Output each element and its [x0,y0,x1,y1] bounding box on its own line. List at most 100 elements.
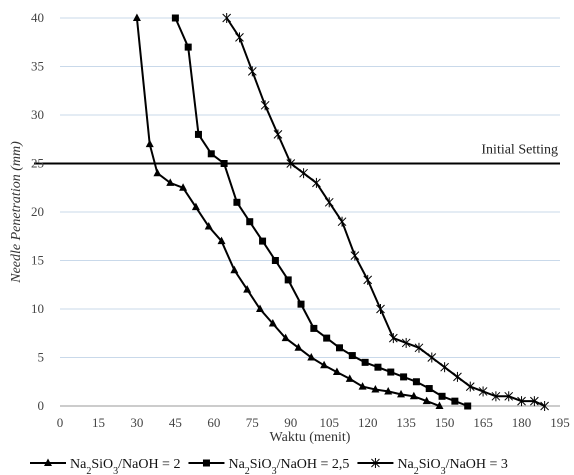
legend-marker-square [202,459,210,467]
series-3 [222,13,549,411]
y-tick-label: 20 [31,204,44,219]
series-1 [132,13,444,409]
data-point-star [453,371,462,382]
data-point-star [260,100,270,111]
x-tick-label: 195 [550,415,570,430]
data-point-triangle [345,374,354,382]
data-point-square [400,373,408,381]
data-point-triangle [166,178,175,186]
x-tick-label: 75 [246,415,259,430]
data-point-triangle [179,183,188,191]
data-point-star [517,396,526,407]
x-tick-label: 165 [473,415,493,430]
x-tick-label: 45 [169,415,182,430]
data-point-star [286,158,296,169]
initial-setting-line: Initial Setting [34,143,560,165]
legend-item-3: Na2SiO3/NaOH = 3 [357,457,508,475]
data-point-triangle [409,391,418,400]
x-tick-label: 120 [358,415,378,430]
data-point-star [530,396,539,407]
data-point-star [350,250,360,261]
data-point-square [361,358,369,366]
data-point-square [387,368,395,376]
data-point-square [438,392,446,400]
data-point-square [374,363,382,371]
data-point-triangle [145,139,154,148]
y-tick-label: 15 [31,253,44,268]
data-point-star [540,401,549,411]
x-tick-label: 90 [284,415,297,430]
x-tick-label: 105 [319,415,339,430]
data-point-star [440,362,449,373]
data-point-star [427,352,437,363]
data-point-triangle [268,319,277,327]
data-point-triangle [320,360,329,369]
data-point-square [464,402,472,410]
data-point-star [247,66,257,77]
x-tick-label: 15 [92,415,105,430]
data-point-triangle [358,382,367,390]
y-tick-label: 5 [38,350,45,365]
data-point-triangle [371,385,380,393]
y-tick-labels: 0 5 10 15 20 25 30 35 40 [31,10,44,413]
legend-label: Na2SiO3/NaOH = 2,5 [228,457,349,475]
x-tick-label: 135 [396,415,416,430]
series-group [132,13,549,411]
data-point-triangle [153,168,162,177]
data-point-star [491,391,501,402]
data-point-star [235,32,244,43]
data-point-square [246,218,254,226]
x-tick-label: 180 [512,415,532,430]
data-point-square [310,324,318,332]
data-point-triangle [230,265,239,274]
data-point-star [478,386,488,397]
y-tick-label: 25 [31,156,44,171]
x-tick-label: 150 [435,415,455,430]
x-tick-label: 60 [207,415,220,430]
y-tick-label: 35 [31,59,44,74]
data-point-star [414,342,424,353]
data-point-star [273,129,283,140]
data-point-square [323,334,331,342]
data-point-star [363,274,373,285]
data-point-square [335,344,343,352]
legend-label: Na2SiO3/NaOH = 3 [397,457,507,475]
y-tick-label: 30 [31,107,44,122]
x-tick-label: 30 [130,415,143,430]
data-point-triangle [256,304,264,312]
data-point-square [184,43,192,51]
data-point-star [312,177,321,188]
data-point-star [401,337,411,348]
data-point-triangle [307,353,316,361]
data-point-square [297,300,305,308]
legend-item-1: Na2SiO3/NaOH = 2 [30,457,180,475]
data-point-square [284,276,292,284]
data-point-star [376,304,385,314]
data-point-square [271,257,279,264]
data-point-star [388,333,398,344]
data-point-square [194,130,202,138]
legend: Na2SiO3/NaOH = 2 Na2SiO3/NaOH = 2,5 Na2SiO… [30,457,508,475]
data-point-triangle [332,367,341,376]
x-tick-label: 0 [57,415,64,430]
data-point-square [207,150,215,158]
legend-label: Na2SiO3/NaOH = 2 [70,457,180,475]
data-point-star [504,391,514,402]
data-point-triangle [217,236,226,245]
legend-item-2: Na2SiO3/NaOH = 2,5 [188,457,349,475]
data-point-square [220,160,228,167]
data-point-triangle [204,222,213,230]
data-point-triangle [281,333,290,342]
data-point-star [222,13,232,23]
data-point-triangle [191,202,200,211]
y-axis-label: Needle Penetration (mm) [9,141,24,284]
legend-marker-star [371,458,380,468]
y-tick-label: 10 [31,301,44,316]
initial-setting-label: Initial Setting [481,143,558,158]
series-line-3 [225,17,546,407]
y-tick-label: 40 [31,10,44,25]
series-2 [171,14,472,410]
data-point-triangle [435,401,444,409]
y-tick-label: 0 [38,398,45,413]
